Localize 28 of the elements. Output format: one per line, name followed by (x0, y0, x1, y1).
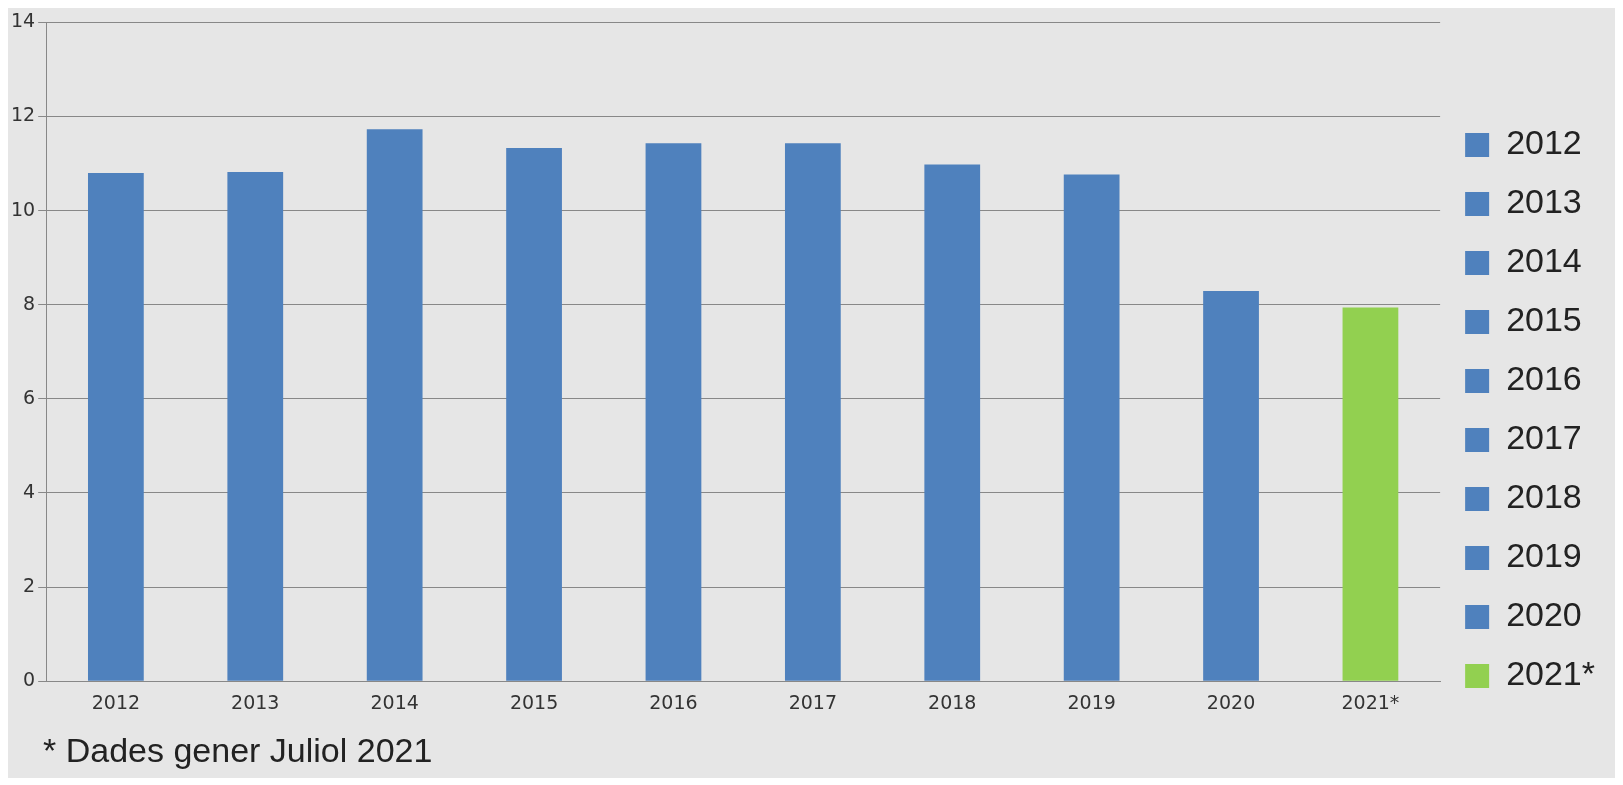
y-tick-label: 14 (10, 9, 36, 32)
x-tick-label: 2014 (370, 690, 419, 713)
legend-label: 2019 (1506, 536, 1582, 575)
x-tick-label: 2020 (1206, 690, 1256, 713)
x-tick-label: 2018 (928, 690, 977, 713)
x-tick-label: 2021* (1341, 690, 1400, 713)
legend-label: 2018 (1506, 477, 1582, 516)
legend-label: 2014 (1506, 241, 1582, 280)
legend-label: 2013 (1506, 182, 1582, 221)
y-tick-label: 8 (23, 291, 36, 314)
y-tick-label: 2 (23, 574, 36, 597)
x-tick-label: 2016 (649, 690, 698, 713)
y-tick-label: 4 (23, 479, 36, 502)
y-tick-label: 6 (23, 385, 36, 408)
legend-label: 2012 (1506, 123, 1582, 162)
x-tick-label: 2019 (1067, 690, 1116, 713)
text: * Dades gener Juliol 2021 (43, 731, 433, 770)
legend-label: 2017 (1506, 418, 1582, 457)
x-tick-label: 2012 (91, 690, 141, 713)
legend-label: 2015 (1506, 300, 1582, 339)
y-tick-label: 12 (10, 103, 36, 126)
x-tick-label: 2017 (788, 690, 838, 713)
x-tick-label: 2013 (231, 690, 280, 713)
y-tick-label: 10 (10, 197, 36, 220)
x-tick-label: 2015 (509, 690, 559, 713)
y-tick-label: 0 (23, 668, 36, 691)
legend-label: 2020 (1506, 595, 1582, 634)
legend-label: 2016 (1506, 359, 1582, 398)
